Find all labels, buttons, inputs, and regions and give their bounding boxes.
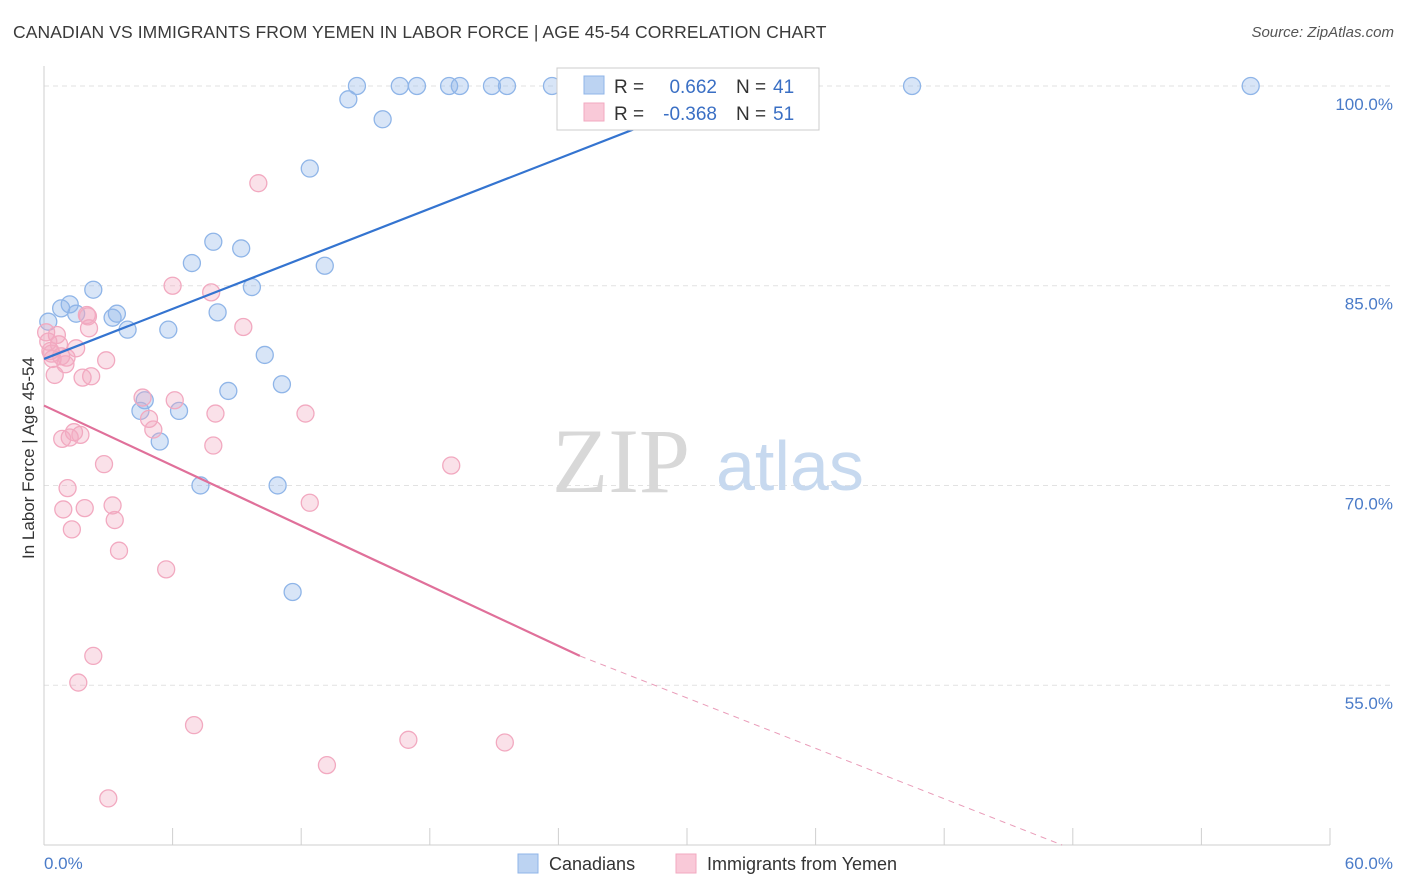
grid-lines (44, 85, 1393, 686)
canadians-point-27 (347, 76, 367, 96)
canadians-point-9 (135, 391, 154, 410)
canadians-point-30 (407, 76, 427, 96)
yemen-point-15 (69, 673, 88, 692)
series-legend-label-canadians: Canadians (549, 854, 635, 874)
canadians-point-29 (390, 76, 409, 96)
yemen-point-40 (249, 174, 268, 193)
canadians-point-6 (107, 304, 127, 323)
series-legend-label-yemen: Immigrants from Yemen (707, 854, 897, 874)
legend-r-value-1: 0.662 (669, 77, 717, 98)
legend-n-value-1: 41 (773, 77, 794, 98)
canadians-point-26 (339, 90, 358, 109)
yemen-point-41 (296, 404, 315, 423)
yemen-point-21 (82, 367, 101, 386)
canadians-point-18 (232, 239, 251, 258)
legend-n-label-2: N = (736, 104, 766, 125)
yemen-trend-line (43, 404, 581, 657)
x-tick-label-max: 60.0% (1345, 854, 1393, 873)
y-tick-label-0: 55.0% (1345, 694, 1393, 713)
canadians-point-40 (1241, 76, 1260, 96)
yemen-point-23 (94, 455, 114, 474)
yemen-point-19 (77, 305, 97, 325)
yemen-point-28 (109, 541, 129, 560)
yemen-point-37 (204, 436, 223, 455)
yemen-point-25 (99, 789, 118, 808)
x-tick-label-min: 0.0% (44, 854, 83, 873)
data-points (36, 76, 1260, 808)
watermark-atlas: atlas (716, 427, 864, 505)
yemen-point-39 (234, 317, 253, 337)
yemen-point-31 (144, 420, 163, 439)
canadians-point-28 (373, 110, 392, 129)
canadians-point-20 (255, 345, 274, 365)
yemen-point-10 (58, 478, 77, 498)
yemen-point-35 (184, 716, 204, 735)
canadians-point-23 (283, 582, 302, 602)
series-legend-swatch-yemen (675, 853, 697, 874)
yemen-point-33 (163, 276, 182, 295)
yemen-point-44 (399, 730, 418, 749)
yemen-point-12 (62, 520, 82, 539)
yemen-point-18 (75, 498, 94, 518)
yemen-point-24 (97, 351, 116, 370)
tick-labels: 0.0% 60.0% 55.0% 70.0% 85.0% 100.0% (44, 95, 1393, 873)
y-tick-label-1: 70.0% (1345, 494, 1393, 513)
y-axis-label: In Labor Force | Age 45-54 (19, 357, 38, 559)
yemen-point-8 (54, 500, 73, 519)
legend-n-value-2: 51 (773, 104, 794, 125)
yemen-point-30 (139, 409, 159, 429)
yemen-point-27 (105, 510, 124, 530)
series-legend: Canadians Immigrants from Yemen (517, 853, 897, 874)
canadians-point-2 (60, 295, 79, 314)
legend-swatch-yemen (583, 102, 605, 122)
legend-r-value-2: -0.368 (663, 104, 717, 125)
canadians-point-11 (159, 320, 178, 339)
yemen-point-26 (103, 496, 122, 515)
yemen-point-32 (157, 560, 176, 579)
axes (43, 66, 1331, 846)
yemen-trend-extension (579, 655, 1063, 846)
legend-r-label-1: R = (614, 77, 644, 98)
canadians-point-32 (450, 76, 469, 96)
canadians-point-12 (169, 401, 189, 421)
legend-swatch-canadians (583, 75, 605, 95)
yemen-point-42 (300, 493, 319, 512)
yemen-point-38 (206, 404, 225, 423)
canadians-point-31 (439, 76, 459, 96)
legend-r-label-2: R = (614, 104, 644, 125)
y-tick-label-3: 100.0% (1335, 95, 1393, 114)
yemen-point-16 (71, 425, 90, 445)
canadians-point-15 (204, 232, 223, 251)
yemen-point-45 (442, 456, 461, 475)
watermark: ZIP atlas (552, 410, 864, 512)
canadians-point-22 (272, 375, 292, 394)
canadians-point-4 (84, 280, 103, 299)
canadians-point-13 (182, 253, 202, 273)
y-tick-label-2: 85.0% (1345, 295, 1393, 314)
canadians-point-33 (482, 76, 502, 96)
canadians-point-17 (219, 381, 238, 401)
yemen-point-49 (78, 307, 98, 326)
watermark-zip: ZIP (552, 410, 690, 512)
chart-title: CANADIAN VS IMMIGRANTS FROM YEMEN IN LAB… (13, 22, 827, 42)
yemen-point-29 (133, 388, 152, 407)
yemen-point-46 (495, 733, 514, 752)
canadians-point-39 (902, 76, 922, 96)
yemen-point-9 (56, 355, 75, 374)
yemen-point-50 (53, 429, 72, 449)
source-credit: Source: ZipAtlas.com (1251, 24, 1394, 41)
yemen-point-34 (165, 391, 184, 410)
stats-legend: R = 0.662 N = 41 R = -0.368 N = 51 (556, 67, 820, 131)
canadians-point-21 (268, 476, 287, 495)
yemen-point-43 (317, 755, 337, 775)
canadians-point-16 (208, 303, 227, 322)
canadians-point-24 (300, 159, 319, 178)
canadians-point-25 (315, 256, 334, 275)
canadians-point-34 (497, 76, 517, 96)
legend-n-label-1: N = (736, 77, 766, 98)
yemen-point-22 (84, 646, 103, 666)
series-legend-swatch-canadians (517, 853, 539, 874)
